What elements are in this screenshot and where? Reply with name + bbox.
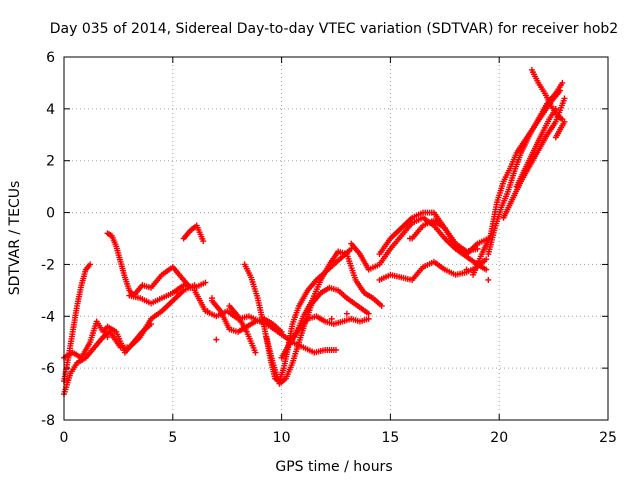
data-points xyxy=(61,66,568,398)
y-tick-label: 2 xyxy=(46,154,55,170)
x-tick-label: 20 xyxy=(490,430,508,446)
data-series xyxy=(485,79,566,258)
data-series xyxy=(409,217,492,258)
data-point xyxy=(87,261,94,268)
data-point xyxy=(365,315,372,322)
y-tick-label: 6 xyxy=(46,50,55,66)
data-point xyxy=(365,310,372,317)
data-series xyxy=(226,302,259,356)
x-tick-label: 25 xyxy=(599,430,617,446)
data-point xyxy=(483,266,490,273)
data-point xyxy=(278,328,285,335)
y-axis-label: SDTVAR / TECUs xyxy=(7,181,23,296)
x-tick-label: 15 xyxy=(381,430,399,446)
data-series xyxy=(241,245,355,385)
data-point xyxy=(463,266,470,273)
grid xyxy=(64,57,608,420)
data-point xyxy=(406,235,413,242)
data-point xyxy=(474,245,481,252)
data-series xyxy=(104,235,492,343)
data-point xyxy=(174,289,181,296)
data-series xyxy=(552,118,568,141)
data-point xyxy=(485,276,492,283)
chart-title: Day 035 of 2014, Sidereal Day-to-day VTE… xyxy=(50,21,618,37)
data-series xyxy=(180,222,207,245)
data-series xyxy=(263,284,372,387)
y-tick-label: -6 xyxy=(41,361,55,377)
data-point xyxy=(213,336,220,343)
data-series xyxy=(278,313,372,361)
data-series xyxy=(513,105,559,190)
data-point xyxy=(200,238,207,245)
data-series xyxy=(61,318,155,361)
x-tick-label: 0 xyxy=(60,430,69,446)
plot-frame xyxy=(63,56,609,421)
y-tick-label: -4 xyxy=(41,309,55,325)
data-series xyxy=(291,248,385,341)
data-point xyxy=(561,95,568,102)
data-point xyxy=(333,346,339,353)
data-point xyxy=(208,295,215,302)
x-axis-label: GPS time / hours xyxy=(275,459,392,475)
y-tick-label: -8 xyxy=(41,413,55,429)
data-point xyxy=(561,118,568,125)
data-series xyxy=(376,256,490,283)
data-point xyxy=(202,279,209,286)
data-point xyxy=(204,308,211,315)
y-tick-label: 4 xyxy=(46,102,55,118)
data-point xyxy=(148,321,155,328)
data-point xyxy=(378,302,385,309)
data-point xyxy=(552,105,559,112)
x-tick-label: 5 xyxy=(168,430,177,446)
x-tick-label: 10 xyxy=(273,430,291,446)
data-point xyxy=(483,256,490,263)
data-point xyxy=(328,315,335,322)
y-tick-label: -2 xyxy=(41,257,55,273)
data-point xyxy=(252,349,259,356)
axis-ticks: 0 5 10 15 20 25 -8 -6 -4 -2 0 2 4 6 xyxy=(41,50,617,446)
data-point xyxy=(559,79,566,86)
y-tick-label: 0 xyxy=(46,206,55,222)
data-point xyxy=(343,310,350,317)
data-series xyxy=(61,261,94,385)
data-point xyxy=(104,334,111,341)
